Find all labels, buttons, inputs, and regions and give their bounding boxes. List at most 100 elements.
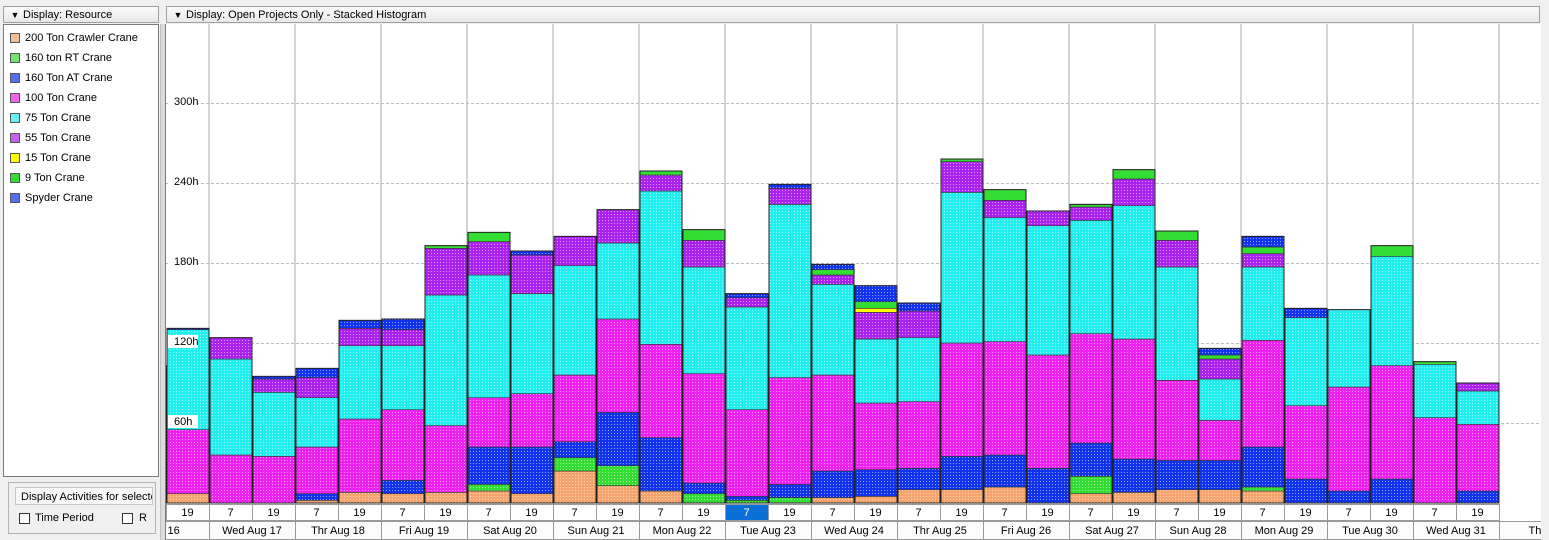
- histogram-segment: [1241, 490, 1285, 504]
- resource-panel-header[interactable]: ▼ Display: Resource: [3, 6, 159, 23]
- histogram-segment: [1241, 486, 1285, 492]
- histogram-segment: [811, 470, 855, 498]
- shift-cell[interactable]: [1456, 504, 1500, 521]
- chevron-down-icon[interactable]: ▼: [173, 10, 183, 20]
- histogram-segment: [682, 229, 726, 241]
- histogram-segment: [854, 338, 898, 404]
- histogram-segment: [1284, 405, 1328, 480]
- histogram-segment: [1026, 468, 1070, 504]
- y-tick-label-bg: [168, 255, 198, 268]
- histogram-panel-header[interactable]: ▼ Display: Open Projects Only - Stacked H…: [166, 6, 1540, 23]
- histogram-segment: [897, 401, 941, 469]
- panel-splitter[interactable]: [160, 24, 165, 540]
- histogram-segment: [768, 484, 812, 498]
- histogram-segment: [252, 378, 296, 393]
- histogram-segment: [424, 294, 468, 426]
- legend-label: 160 Ton AT Crane: [25, 72, 113, 84]
- histogram-segment: [1069, 442, 1113, 477]
- shift-label: 19: [869, 507, 881, 519]
- histogram-segment: [1327, 386, 1371, 492]
- histogram-segment: [854, 308, 898, 313]
- histogram-segment: [639, 174, 683, 192]
- histogram-segment: [639, 170, 683, 176]
- histogram-bar-outline: [1413, 361, 1457, 504]
- histogram-segment: [596, 242, 640, 320]
- histogram-segment: [682, 240, 726, 268]
- histogram-bar-outline: [209, 337, 253, 504]
- histogram-segment: [1198, 354, 1242, 360]
- histogram-segment: [1112, 178, 1156, 206]
- histogram-segment: [1026, 210, 1070, 226]
- histogram-segment: [338, 328, 382, 346]
- histogram-bar-outline: [553, 235, 597, 504]
- histogram-segment: [295, 446, 339, 494]
- histogram-segment: [768, 184, 812, 189]
- histogram-bar-outline: [682, 229, 726, 504]
- histogram-segment: [1112, 338, 1156, 460]
- day-cell[interactable]: [1499, 521, 1543, 540]
- histogram-bar-outline: [166, 327, 210, 504]
- time-period-label: Time Period: [35, 512, 94, 524]
- histogram-bar-outline: [1198, 347, 1242, 504]
- histogram-bar-outline: [854, 285, 898, 504]
- histogram-segment: [1241, 236, 1285, 248]
- histogram-segment: [1456, 382, 1500, 392]
- histogram-segment: [854, 496, 898, 504]
- histogram-segment: [768, 204, 812, 378]
- shift-label: 7: [313, 507, 319, 519]
- histogram-segment: [1456, 390, 1500, 425]
- histogram-segment: [1069, 333, 1113, 444]
- histogram-segment: [1284, 317, 1328, 406]
- time-period-checkbox[interactable]: [19, 513, 30, 524]
- shift-label: 19: [267, 507, 279, 519]
- y-tick-label-bg: [168, 335, 198, 348]
- histogram-bar-outline: [510, 250, 554, 504]
- histogram-bar-outline: [1112, 169, 1156, 504]
- day-label: Sun Aug 21: [568, 525, 625, 537]
- histogram-segment: [639, 344, 683, 438]
- display-activities-button[interactable]: Display Activities for selected: [15, 487, 153, 505]
- histogram-segment: [596, 209, 640, 244]
- legend-swatch: [10, 53, 20, 63]
- histogram-segment: [682, 482, 726, 494]
- histogram-segment: [553, 441, 597, 458]
- shift-label: 19: [1471, 507, 1483, 519]
- shift-label: 7: [1345, 507, 1351, 519]
- histogram-segment: [1155, 266, 1199, 381]
- histogram-segment: [467, 232, 511, 242]
- histogram-bar-outline: [338, 319, 382, 504]
- shift-label: 7: [1431, 507, 1437, 519]
- shift-label: 19: [353, 507, 365, 519]
- histogram-segment: [467, 446, 511, 485]
- shift-label: 7: [915, 507, 921, 519]
- shift-label: 19: [697, 507, 709, 519]
- shift-label: 7: [399, 507, 405, 519]
- histogram-segment: [811, 269, 855, 276]
- histogram-segment: [467, 241, 511, 276]
- shift-label: 19: [525, 507, 537, 519]
- histogram-segment: [854, 285, 898, 302]
- r-checkbox[interactable]: [122, 513, 133, 524]
- histogram-segment: [854, 301, 898, 309]
- histogram-segment: [983, 486, 1027, 504]
- histogram-segment: [897, 489, 941, 504]
- histogram-segment: [1241, 340, 1285, 448]
- histogram-segment: [725, 297, 769, 308]
- shift-label: 19: [1213, 507, 1225, 519]
- histogram-segment: [467, 484, 511, 492]
- histogram-segment: [381, 480, 425, 494]
- histogram-segment: [1370, 478, 1414, 504]
- shift-label: 19: [1127, 507, 1139, 519]
- legend-swatch: [10, 113, 20, 123]
- histogram-segment: [553, 374, 597, 442]
- chevron-down-icon[interactable]: ▼: [10, 10, 20, 20]
- resource-legend: 200 Ton Crawler Crane 160 ton RT Crane 160…: [3, 24, 159, 477]
- y-tick-label: 120h: [174, 336, 198, 348]
- legend-swatch: [10, 133, 20, 143]
- histogram-segment: [1155, 230, 1199, 241]
- histogram-segment: [295, 377, 339, 398]
- shift-label: 19: [783, 507, 795, 519]
- shift-label: 7: [1259, 507, 1265, 519]
- histogram-bar-outline: [1370, 245, 1414, 504]
- histogram-segment: [682, 266, 726, 374]
